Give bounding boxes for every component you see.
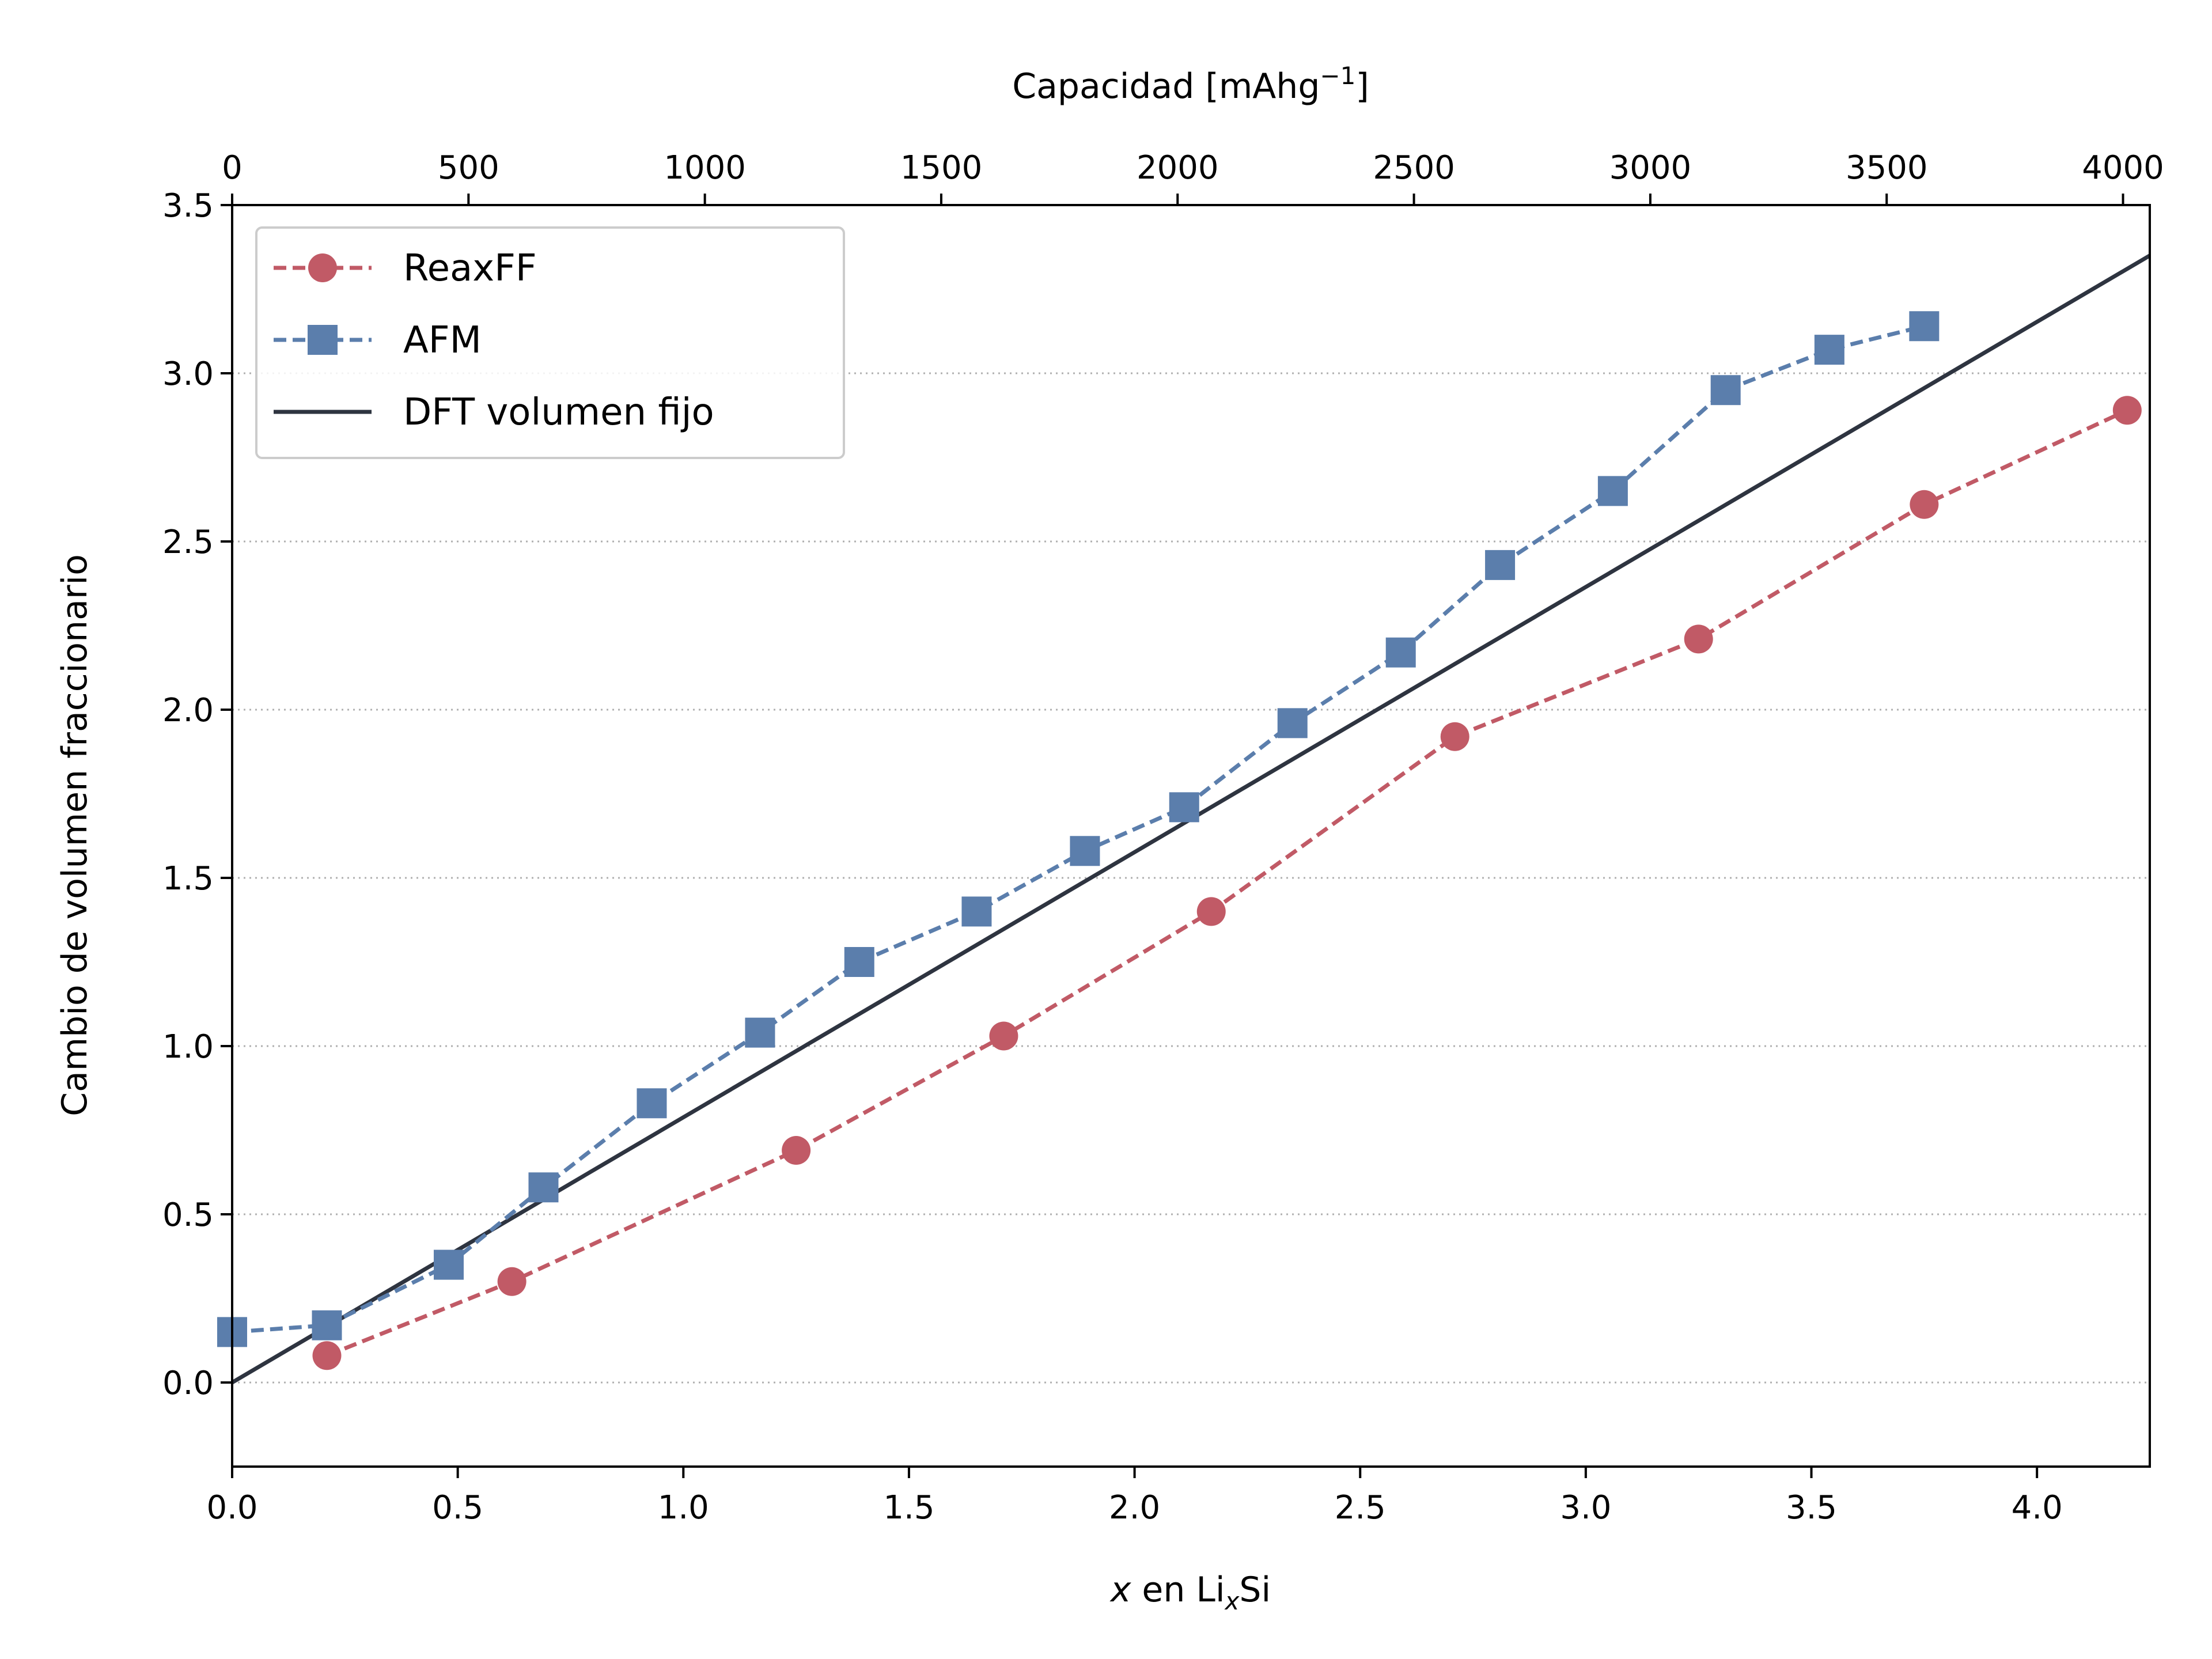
top-tick-label: 0 xyxy=(222,149,243,187)
x-tick-label: 0.0 xyxy=(206,1489,257,1527)
x-axis-title: x en LixSi xyxy=(1109,1570,1271,1615)
x-tick-label: 1.0 xyxy=(658,1489,709,1527)
top-tick-label: 500 xyxy=(438,149,499,187)
top-tick-label: 2500 xyxy=(1373,149,1455,187)
data-point-afm xyxy=(312,1310,342,1340)
data-point-reaxff xyxy=(312,1341,342,1370)
x-tick-label: 3.0 xyxy=(1560,1489,1611,1527)
legend: ReaxFF AFM DFT volumen fijo xyxy=(255,226,845,459)
data-point-afm xyxy=(1597,476,1628,506)
axis-ticks: 0.0 0.5 1.0 1.5 2.0 2.5 3.0 3.5 0.0 0.5 1.0 1.5 2.0 2… xyxy=(162,149,2164,1527)
x-tick-label: 3.5 xyxy=(1786,1489,1837,1527)
data-point-afm xyxy=(1710,375,1741,406)
top-axis-title-tail: ] xyxy=(1355,66,1369,107)
y-tick-label: 2.5 xyxy=(162,524,214,561)
data-point-afm xyxy=(1385,637,1416,668)
data-point-afm xyxy=(1485,550,1516,580)
data-point-reaxff xyxy=(497,1267,527,1296)
data-point-afm xyxy=(1169,792,1199,823)
legend-marker-reaxff xyxy=(308,253,337,282)
y-tick-label: 0.0 xyxy=(162,1365,214,1402)
y-tick-label: 2.0 xyxy=(162,692,214,729)
x-tick-label: 2.0 xyxy=(1109,1489,1160,1527)
x-tick-label: 0.5 xyxy=(432,1489,483,1527)
data-point-afm xyxy=(1814,335,1844,365)
y-axis-title: Cambio de volumen fraccionario xyxy=(55,554,95,1116)
x-axis-title-var: x xyxy=(1109,1570,1131,1610)
data-point-afm xyxy=(1909,311,1940,342)
data-point-reaxff xyxy=(2112,396,2142,425)
legend-marker-afm xyxy=(308,325,338,355)
legend-label-dft-volumen-fijo: DFT volumen fijo xyxy=(403,391,714,434)
data-point-afm xyxy=(1277,708,1308,738)
data-point-afm xyxy=(528,1172,559,1203)
top-tick-label: 2000 xyxy=(1137,149,1219,187)
top-tick-label: 1000 xyxy=(664,149,746,187)
y-tick-label: 3.0 xyxy=(162,355,214,393)
data-point-afm xyxy=(961,896,992,927)
top-axis-title: Capacidad [mAhg−1] xyxy=(1012,62,1369,107)
legend-box xyxy=(255,226,845,459)
x-tick-label: 2.5 xyxy=(1335,1489,1386,1527)
legend-label-afm: AFM xyxy=(403,319,482,362)
legend-label-reaxff: ReaxFF xyxy=(403,247,537,290)
data-point-afm xyxy=(745,1017,775,1048)
top-axis-title-base: Capacidad [mAhg xyxy=(1012,66,1320,107)
x-tick-label: 4.0 xyxy=(2012,1489,2063,1527)
top-tick-label: 1500 xyxy=(900,149,983,187)
data-point-reaxff xyxy=(989,1021,1018,1051)
data-point-afm xyxy=(637,1088,667,1119)
top-axis-title-sup: −1 xyxy=(1320,62,1355,90)
y-tick-label: 1.0 xyxy=(162,1028,214,1066)
plot-area xyxy=(217,253,2151,1385)
y-tick-label: 3.5 xyxy=(162,187,214,225)
top-tick-label: 3500 xyxy=(1846,149,1928,187)
axes-frame xyxy=(231,204,2151,1468)
series-line-afm xyxy=(232,324,1925,1334)
y-tick-label: 0.5 xyxy=(162,1196,214,1234)
x-axis-title-tail: Si xyxy=(1239,1570,1271,1610)
data-point-afm xyxy=(433,1249,464,1280)
data-point-reaxff xyxy=(1196,897,1226,926)
gridlines xyxy=(232,372,2150,1384)
top-tick-label: 3000 xyxy=(1609,149,1692,187)
x-axis-title-mid: en Li xyxy=(1131,1570,1225,1610)
data-point-reaxff xyxy=(1440,722,1469,751)
data-point-reaxff xyxy=(782,1136,811,1165)
data-point-afm xyxy=(1070,836,1100,866)
data-point-reaxff xyxy=(1910,490,1939,519)
y-tick-label: 1.5 xyxy=(162,860,214,897)
x-axis-title-sub: x xyxy=(1224,1587,1240,1615)
data-point-afm xyxy=(844,947,874,977)
data-point-reaxff xyxy=(1684,624,1713,654)
top-tick-label: 4000 xyxy=(2082,149,2164,187)
x-tick-label: 1.5 xyxy=(883,1489,934,1527)
